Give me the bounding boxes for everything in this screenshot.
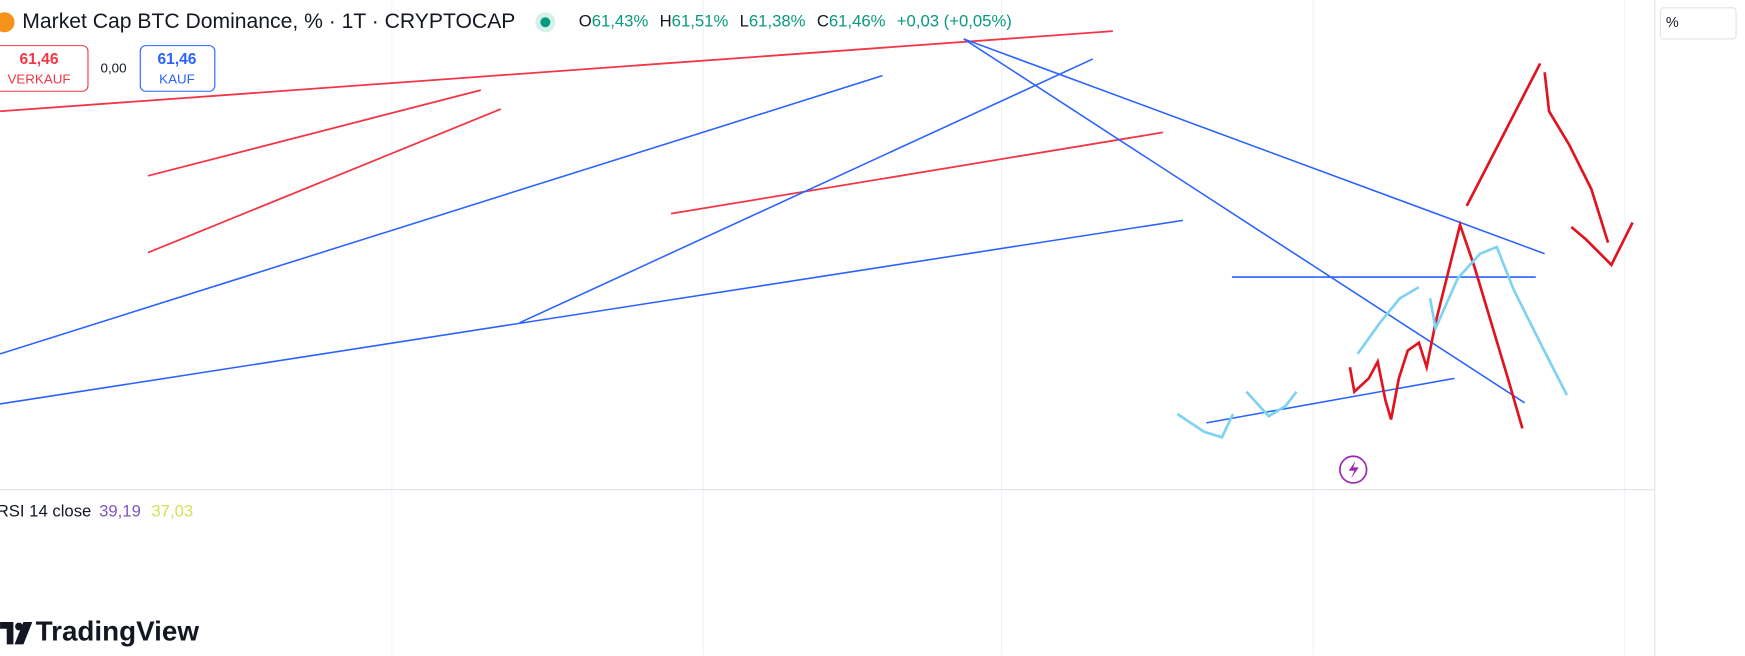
vertical-grid (391, 0, 1626, 656)
hand-drawing (1176, 245, 1569, 439)
brand-name: TradingView (36, 616, 200, 647)
scale-mode-button[interactable]: % (1659, 7, 1737, 40)
ohlc-key: L (740, 12, 749, 31)
trend-line (0, 38, 1545, 424)
trend-line (147, 89, 1164, 254)
buy-button[interactable]: 61,46 KAUF (139, 45, 216, 92)
scale-box[interactable] (1659, 7, 1737, 40)
sell-box[interactable] (0, 45, 89, 92)
change: +0,03 (+0,05%) (897, 12, 1012, 31)
ohlc-value: 61,46% (829, 12, 886, 31)
ohlc: O61,43% H61,51% L61,38% C61,46% +0,03 (+… (579, 12, 1012, 31)
indicator-value: 39,19 (99, 501, 141, 520)
status-dot (540, 17, 551, 28)
coin-icon (0, 12, 15, 33)
logo-shape (14, 622, 33, 645)
sell-label: VERKAUF (7, 72, 70, 87)
event-icon[interactable] (1339, 455, 1368, 484)
sell-button[interactable]: 61,46 VERKAUF (0, 45, 89, 92)
event-bolt (1348, 460, 1359, 479)
ohlc-value: 61,51% (672, 12, 729, 31)
buy-price: 61,46 (158, 51, 197, 68)
spread: 0,00 (101, 61, 127, 76)
ohlc-key: O (579, 12, 592, 31)
price-axis (1654, 0, 1745, 656)
ohlc-key: H (660, 12, 672, 31)
buy-label: KAUF (159, 72, 195, 87)
chart-title: Market Cap BTC Dominance, % · 1T · CRYPT… (22, 10, 515, 33)
drawings (0, 30, 1634, 439)
ohlc-value: 61,43% (592, 12, 649, 31)
ohlc-value: 61,38% (749, 12, 806, 31)
ohlc-key: C (817, 12, 829, 31)
hand-drawing (1348, 62, 1634, 429)
sell-price: 61,46 (20, 51, 59, 68)
logo-shape (0, 622, 14, 645)
scale-mode: % (1666, 15, 1679, 31)
buy-box[interactable] (139, 45, 216, 92)
indicator-title: RSI 14 close (0, 501, 91, 520)
trend-line (0, 30, 1113, 113)
brand-logo (0, 622, 33, 645)
indicator-value: 37,03 (151, 501, 193, 520)
